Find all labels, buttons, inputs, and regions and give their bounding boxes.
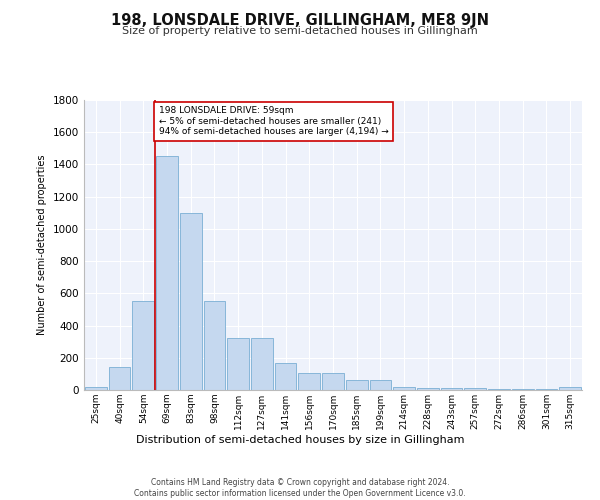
Text: 198 LONSDALE DRIVE: 59sqm
← 5% of semi-detached houses are smaller (241)
94% of : 198 LONSDALE DRIVE: 59sqm ← 5% of semi-d… xyxy=(159,106,388,136)
Text: Contains HM Land Registry data © Crown copyright and database right 2024.
Contai: Contains HM Land Registry data © Crown c… xyxy=(134,478,466,498)
Bar xyxy=(298,373,320,390)
Text: Size of property relative to semi-detached houses in Gillingham: Size of property relative to semi-detach… xyxy=(122,26,478,36)
Text: Distribution of semi-detached houses by size in Gillingham: Distribution of semi-detached houses by … xyxy=(136,435,464,445)
Text: 198, LONSDALE DRIVE, GILLINGHAM, ME8 9JN: 198, LONSDALE DRIVE, GILLINGHAM, ME8 9JN xyxy=(111,12,489,28)
Bar xyxy=(440,388,463,390)
Bar xyxy=(85,387,107,390)
Bar xyxy=(133,302,154,390)
Bar xyxy=(393,387,415,390)
Bar xyxy=(417,388,439,390)
Bar xyxy=(322,373,344,390)
Bar xyxy=(512,389,533,390)
Bar xyxy=(156,156,178,390)
Bar xyxy=(559,387,581,390)
Bar xyxy=(227,338,249,390)
Y-axis label: Number of semi-detached properties: Number of semi-detached properties xyxy=(37,155,47,336)
Bar xyxy=(275,362,296,390)
Bar xyxy=(251,338,273,390)
Bar xyxy=(464,388,486,390)
Bar xyxy=(109,368,130,390)
Bar xyxy=(180,213,202,390)
Bar xyxy=(536,389,557,390)
Bar xyxy=(370,380,391,390)
Bar xyxy=(488,389,510,390)
Bar xyxy=(203,302,226,390)
Bar xyxy=(346,380,368,390)
